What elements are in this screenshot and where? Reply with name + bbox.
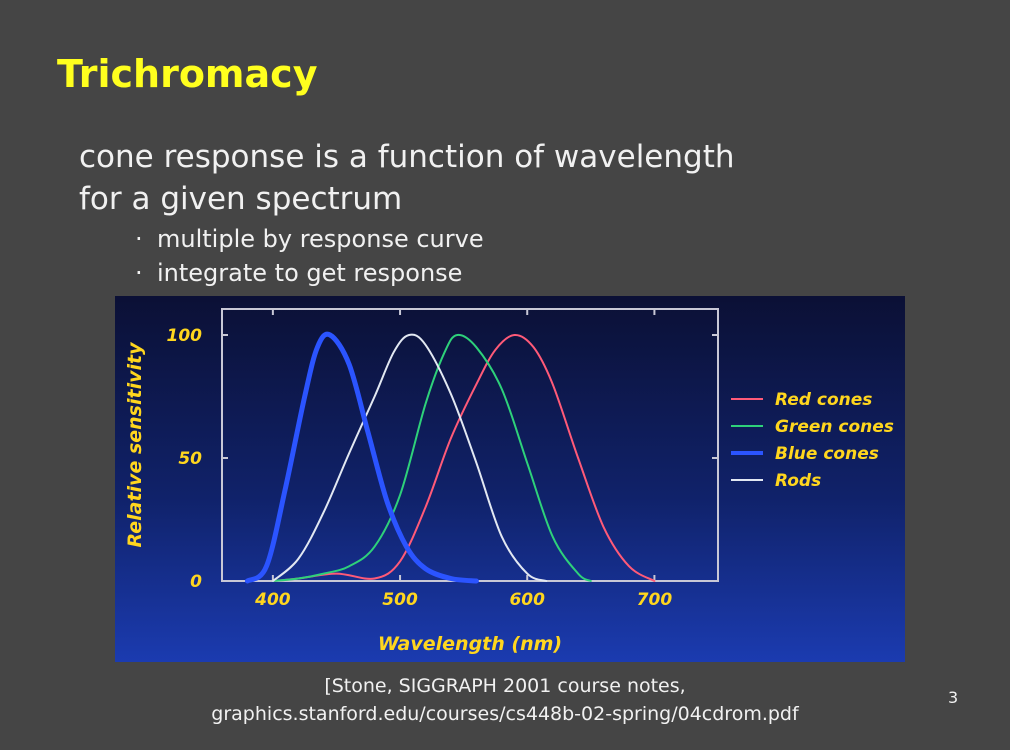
legend-label-green-cones: Green cones [775,417,894,437]
page-number: 3 [948,688,959,707]
legend-label-rods: Rods [775,471,821,491]
y-axis-title: Relative sensitivity [124,341,146,548]
sensitivity-chart: 400 500 600 700 0 50 100 Wavelength (nm) Relativ… [115,296,905,662]
legend-label-blue-cones: Blue cones [775,444,879,464]
x-tick-label: 700 [637,590,673,610]
series-line-green-cones [271,333,592,582]
legend-label-red-cones: Red cones [775,390,872,410]
x-tick-label: 400 [254,590,291,610]
series-line-blue-cones [244,331,479,584]
sub-bullet-2-text: integrate to get response [157,259,463,287]
citation-line-1: [Stone, SIGGRAPH 2001 course notes, [324,675,686,697]
bullet-dot: · [135,225,143,253]
sub-bullet-1-text: multiple by response curve [157,225,484,253]
y-tick-label: 100 [167,326,203,346]
bullet-dot: · [135,259,143,287]
y-tick-label: 0 [190,572,202,592]
figure-background [115,296,905,662]
citation-line-2: graphics.stanford.edu/courses/cs448b-02-… [211,703,799,725]
x-tick-label: 500 [382,590,418,610]
sub-bullet-1: · multiple by response curve [135,225,484,253]
x-axis-title: Wavelength (nm) [378,633,562,655]
sensitivity-figure: 400 500 600 700 0 50 100 Wavelength (nm) Relativ… [115,296,905,662]
citation: [Stone, SIGGRAPH 2001 course notes, grap… [0,672,1010,728]
series-line-rods [271,333,548,582]
sub-bullet-2: · integrate to get response [135,259,462,287]
slide-title: Trichromacy [57,52,318,96]
y-tick-label: 50 [178,449,202,469]
x-tick-label: 600 [509,590,545,610]
main-text-line-2: for a given spectrum [79,181,403,217]
main-text-line-1: cone response is a function of wavelengt… [79,139,735,175]
